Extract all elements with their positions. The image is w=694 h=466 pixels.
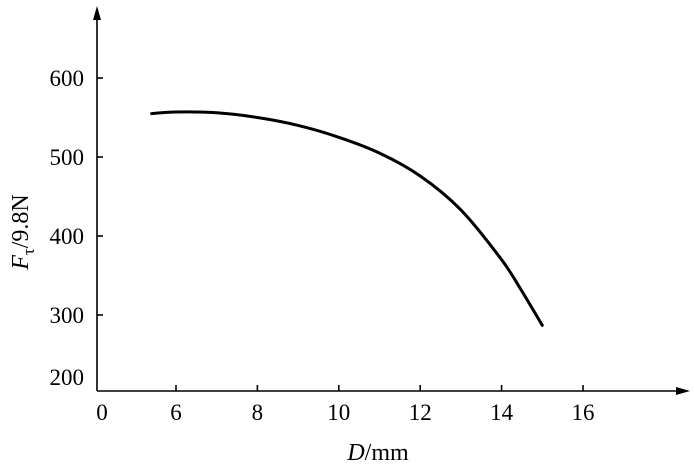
x-tick-label: 14: [490, 400, 514, 425]
x-axis-label: D/mm: [346, 440, 409, 466]
y-tick-label: 200: [50, 365, 85, 390]
x-ticks: 6 8 10 12 14 16: [170, 385, 595, 425]
x-tick-label: 16: [572, 400, 595, 425]
y-tick-label: 500: [50, 145, 85, 170]
y-tick-label: 300: [50, 303, 85, 328]
y-axis-label: Fτ/9.8N: [8, 194, 38, 271]
y-tick-label: 400: [50, 224, 85, 249]
series-line: [150, 110, 544, 327]
x-axis-arrow: [676, 387, 690, 395]
y-axis-arrow: [93, 6, 101, 20]
x-tick-label: 12: [409, 400, 432, 425]
x-axis-label-unit: /mm: [365, 440, 409, 466]
x-axis-label-var: D: [346, 440, 364, 466]
x-tick-label: 8: [252, 400, 264, 425]
x-tick-label: 10: [327, 400, 350, 425]
x-tick-label: 6: [170, 400, 182, 425]
y-axis-label-unit: /9.8N: [8, 194, 34, 248]
axes: [93, 6, 690, 395]
series-group: [150, 110, 544, 327]
y-axis-label-var: F: [8, 255, 34, 271]
y-ticks: 200 300 400 500 600: [50, 66, 103, 390]
x-origin-label: 0: [96, 400, 108, 425]
y-tick-label: 600: [50, 66, 85, 91]
y-axis-label-sub: τ: [19, 248, 38, 255]
